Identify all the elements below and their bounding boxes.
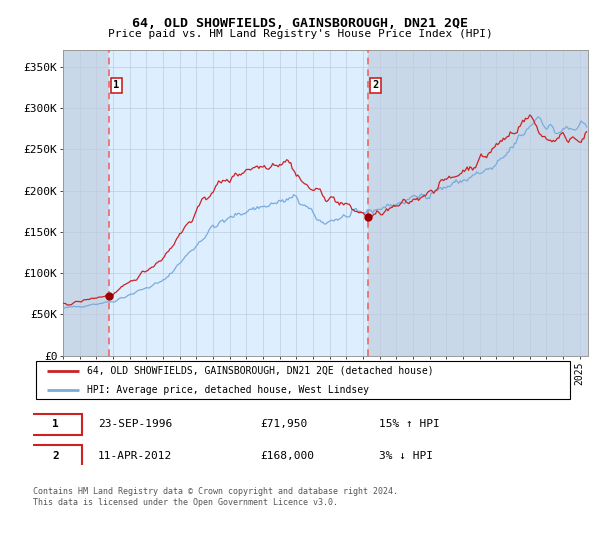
Text: Contains HM Land Registry data © Crown copyright and database right 2024.
This d: Contains HM Land Registry data © Crown c… [33, 487, 398, 507]
FancyBboxPatch shape [36, 361, 570, 399]
Text: 15% ↑ HPI: 15% ↑ HPI [379, 419, 439, 430]
Text: 2: 2 [52, 451, 59, 461]
Text: 1: 1 [52, 419, 59, 430]
Bar [63, 50, 109, 356]
FancyBboxPatch shape [30, 414, 82, 435]
Text: HPI: Average price, detached house, West Lindsey: HPI: Average price, detached house, West… [87, 385, 369, 395]
Text: 23-SEP-1996: 23-SEP-1996 [98, 419, 172, 430]
Text: £168,000: £168,000 [260, 451, 314, 461]
Bar [63, 50, 109, 356]
Text: 1: 1 [113, 81, 120, 91]
FancyBboxPatch shape [30, 445, 82, 466]
Text: 64, OLD SHOWFIELDS, GAINSBOROUGH, DN21 2QE (detached house): 64, OLD SHOWFIELDS, GAINSBOROUGH, DN21 2… [87, 366, 434, 376]
Text: Price paid vs. HM Land Registry's House Price Index (HPI): Price paid vs. HM Land Registry's House … [107, 29, 493, 39]
Text: £71,950: £71,950 [260, 419, 307, 430]
Text: 11-APR-2012: 11-APR-2012 [98, 451, 172, 461]
Bar [367, 50, 588, 356]
Text: 64, OLD SHOWFIELDS, GAINSBOROUGH, DN21 2QE: 64, OLD SHOWFIELDS, GAINSBOROUGH, DN21 2… [132, 17, 468, 30]
Bar [109, 50, 367, 356]
Text: 2: 2 [373, 81, 379, 91]
Text: 3% ↓ HPI: 3% ↓ HPI [379, 451, 433, 461]
Bar [367, 50, 588, 356]
